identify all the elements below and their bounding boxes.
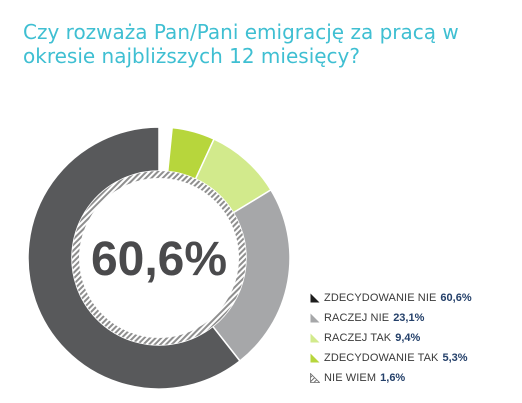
legend-label: RACZEJ NIE [324, 312, 390, 324]
center-disc [79, 178, 239, 338]
legend-label: ZDECYDOWANIE NIE [324, 292, 437, 304]
legend-item-nie-wiem: NIE WIEM 1,6% [310, 368, 515, 388]
legend-item-raczej-nie: RACZEJ NIE 23,1% [310, 308, 515, 328]
legend-label: RACZEJ TAK [324, 332, 392, 344]
legend-marker-icon [310, 373, 320, 383]
legend-value: 60,6% [440, 292, 472, 304]
center-value-label: 60,6% [91, 233, 227, 286]
legend-item-zdecydowanie-nie: ZDECYDOWANIE NIE 60,6% [310, 288, 515, 308]
legend-marker-icon [310, 293, 320, 303]
legend: ZDECYDOWANIE NIE 60,6% RACZEJ NIE 23,1% RACZ… [310, 288, 515, 388]
legend-value: 1,6% [380, 372, 406, 384]
legend-label: ZDECYDOWANIE TAK [324, 352, 439, 364]
legend-value: 9,4% [395, 332, 421, 344]
legend-marker-icon [310, 353, 320, 363]
legend-value: 23,1% [393, 312, 425, 324]
legend-item-zdecydowanie-tak: ZDECYDOWANIE TAK 5,3% [310, 348, 515, 368]
legend-item-raczej-tak: RACZEJ TAK 9,4% [310, 328, 515, 348]
legend-value: 5,3% [442, 352, 468, 364]
legend-label: NIE WIEM [324, 372, 377, 384]
chart-title: Czy rozważa Pan/Pani emigrację za pracą … [23, 20, 459, 68]
legend-marker-icon [310, 333, 320, 343]
legend-marker-icon [310, 313, 320, 323]
donut-slice-zdecydowanie-nie [27, 126, 241, 390]
